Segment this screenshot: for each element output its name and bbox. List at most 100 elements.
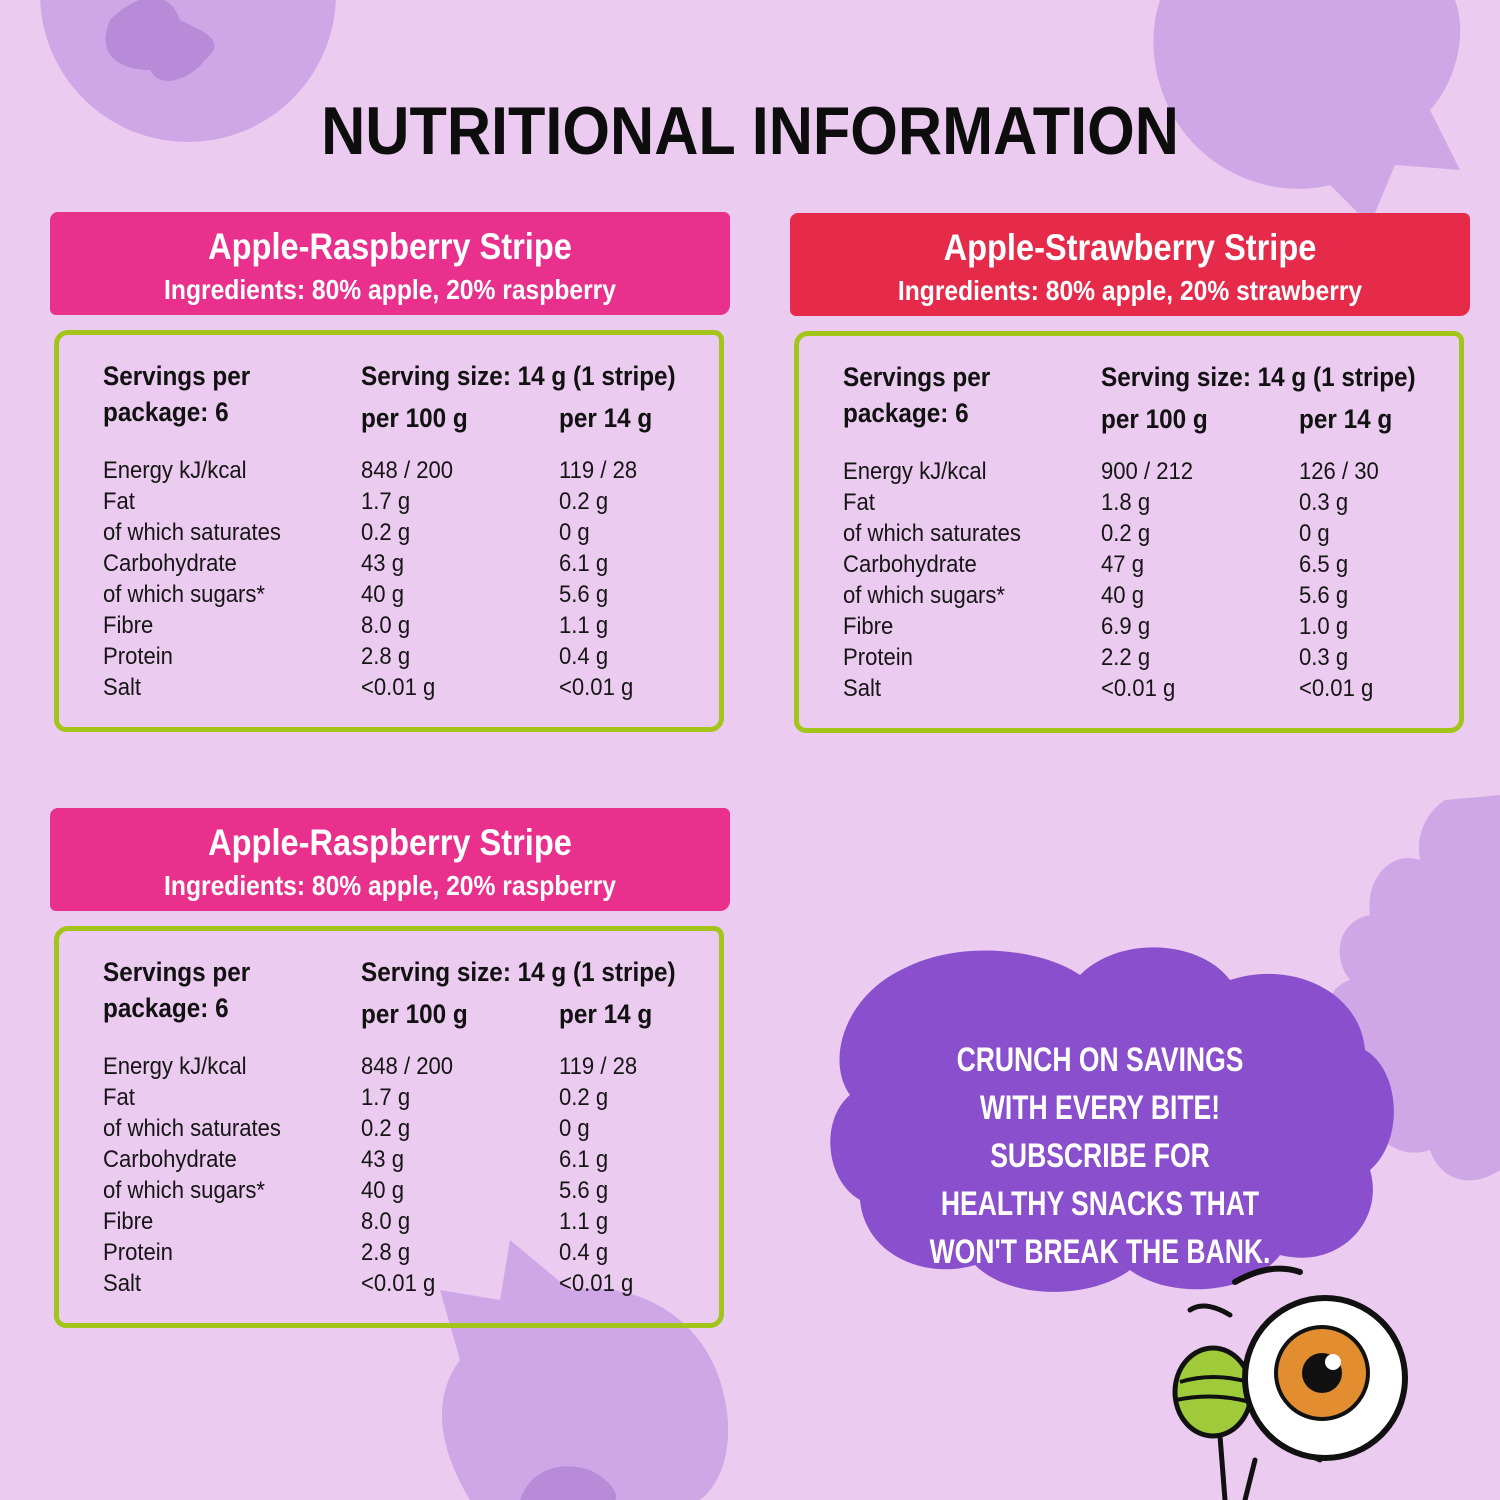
value-per-100g: 2.8 g [361, 1239, 411, 1266]
product-name: Apple-Raspberry Stripe [208, 822, 572, 863]
table-row: of which saturates 0.2 g 0 g [103, 519, 713, 550]
value-per-100g: 8.0 g [361, 1208, 411, 1235]
value-per-14g: 1.1 g [559, 612, 609, 639]
nutrition-table: Servings per package: 6 Serving size: 14… [54, 926, 724, 1328]
row-label: of which saturates [103, 1115, 281, 1142]
value-per-100g: 43 g [361, 1146, 404, 1173]
table-row: Salt <0.01 g <0.01 g [103, 674, 713, 705]
row-label: Carbohydrate [103, 550, 237, 577]
table-row: Carbohydrate 43 g 6.1 g [103, 1146, 713, 1177]
value-per-14g: 0.4 g [559, 1239, 609, 1266]
value-per-14g: 1.1 g [559, 1208, 609, 1235]
nutrition-table: Servings per package: 6 Serving size: 14… [54, 330, 724, 732]
value-per-100g: <0.01 g [361, 1270, 436, 1297]
value-per-100g: 0.2 g [361, 1115, 411, 1142]
row-label: Fat [103, 1084, 135, 1111]
value-per-100g: 6.9 g [1101, 613, 1151, 640]
column-header-per-100g: per 100 g [1101, 404, 1208, 434]
value-per-14g: 5.6 g [559, 1177, 609, 1204]
row-label: of which sugars* [103, 581, 266, 608]
row-label: Fat [843, 489, 875, 516]
row-label: Energy kJ/kcal [103, 1053, 247, 1080]
table-row: Carbohydrate 47 g 6.5 g [843, 551, 1453, 582]
servings-label: Servings per [103, 361, 251, 391]
row-label: of which saturates [103, 519, 281, 546]
table-row: Protein 2.2 g 0.3 g [843, 644, 1453, 675]
table-row: of which sugars* 40 g 5.6 g [103, 581, 713, 612]
table-row: Energy kJ/kcal 848 / 200 119 / 28 [103, 1053, 713, 1084]
value-per-14g: 6.5 g [1299, 551, 1349, 578]
ingredients-text: Ingredients: 80% apple, 20% raspberry [164, 870, 616, 901]
value-per-14g: <0.01 g [559, 1270, 634, 1297]
table-row: Fat 1.7 g 0.2 g [103, 1084, 713, 1115]
table-row: of which sugars* 40 g 5.6 g [103, 1177, 713, 1208]
value-per-100g: <0.01 g [1101, 675, 1176, 702]
value-per-100g: 900 / 212 [1101, 458, 1194, 485]
value-per-100g: 0.2 g [1101, 520, 1151, 547]
value-per-14g: 6.1 g [559, 1146, 609, 1173]
value-per-14g: 0.2 g [559, 488, 609, 515]
value-per-14g: <0.01 g [559, 674, 634, 701]
value-per-14g: 5.6 g [1299, 582, 1349, 609]
row-label: Salt [103, 1270, 142, 1297]
value-per-100g: 43 g [361, 550, 404, 577]
blueberry-icon [1153, 0, 1461, 225]
nutrition-card: Apple-Raspberry Stripe Ingredients: 80% … [50, 212, 730, 732]
value-per-100g: 40 g [361, 581, 404, 608]
value-per-14g: 1.0 g [1299, 613, 1349, 640]
row-label: Energy kJ/kcal [103, 457, 247, 484]
speech-cloud [830, 947, 1394, 1292]
ingredients-text: Ingredients: 80% apple, 20% strawberry [897, 275, 1363, 306]
blueberry-icon [440, 1240, 729, 1500]
table-row: Energy kJ/kcal 848 / 200 119 / 28 [103, 457, 713, 488]
table-row: Fat 1.8 g 0.3 g [843, 489, 1453, 520]
row-label: Carbohydrate [843, 551, 977, 578]
row-label: of which sugars* [103, 1177, 266, 1204]
table-row: Fibre 6.9 g 1.0 g [843, 613, 1453, 644]
row-label: Fibre [843, 613, 894, 640]
row-label: Protein [103, 1239, 173, 1266]
value-per-100g: 1.7 g [361, 488, 411, 515]
table-row: Salt <0.01 g <0.01 g [843, 675, 1453, 706]
card-header: Apple-Raspberry Stripe Ingredients: 80% … [50, 808, 730, 911]
servings-value: package: 6 [103, 993, 229, 1023]
value-per-14g: 0.3 g [1299, 644, 1349, 671]
servings-value: package: 6 [103, 397, 229, 427]
column-header-per-100g: per 100 g [361, 999, 468, 1029]
column-header-per-14g: per 14 g [559, 999, 653, 1029]
card-header: Apple-Strawberry Stripe Ingredients: 80%… [790, 213, 1470, 316]
nutrition-table: Servings per package: 6 Serving size: 14… [794, 331, 1464, 733]
nutrition-card: Apple-Strawberry Stripe Ingredients: 80%… [790, 213, 1470, 733]
table-row: Carbohydrate 43 g 6.1 g [103, 550, 713, 581]
value-per-14g: 119 / 28 [559, 1053, 638, 1080]
value-per-100g: 40 g [361, 1177, 404, 1204]
row-label: Salt [103, 674, 142, 701]
card-header: Apple-Raspberry Stripe Ingredients: 80% … [50, 212, 730, 315]
eyeball-mascot-icon [1172, 1265, 1408, 1500]
page-title: NUTRITIONAL INFORMATION [321, 93, 1179, 169]
value-per-100g: 8.0 g [361, 612, 411, 639]
table-row: Fibre 8.0 g 1.1 g [103, 1208, 713, 1239]
column-header-per-14g: per 14 g [1299, 404, 1393, 434]
row-label: of which saturates [843, 520, 1021, 547]
row-label: of which sugars* [843, 582, 1006, 609]
table-row: Fibre 8.0 g 1.1 g [103, 612, 713, 643]
row-label: Carbohydrate [103, 1146, 237, 1173]
row-label: Fibre [103, 612, 154, 639]
value-per-100g: 2.2 g [1101, 644, 1151, 671]
value-per-100g: 1.8 g [1101, 489, 1151, 516]
value-per-14g: 0 g [1299, 520, 1330, 547]
promo-text: Crunch on savings with every bite! Subsc… [929, 1041, 1271, 1271]
servings-label: Servings per [843, 362, 991, 392]
value-per-14g: 6.1 g [559, 550, 609, 577]
table-row: Protein 2.8 g 0.4 g [103, 1239, 713, 1270]
row-label: Protein [103, 643, 173, 670]
serving-size: Serving size: 14 g (1 stripe) [361, 957, 676, 987]
row-label: Fat [103, 488, 135, 515]
value-per-14g: 126 / 30 [1299, 458, 1379, 485]
row-label: Fibre [103, 1208, 154, 1235]
serving-size: Serving size: 14 g (1 stripe) [1101, 362, 1416, 392]
nutrition-card: Apple-Raspberry Stripe Ingredients: 80% … [50, 808, 730, 1328]
blueberry-icon [40, 0, 336, 142]
